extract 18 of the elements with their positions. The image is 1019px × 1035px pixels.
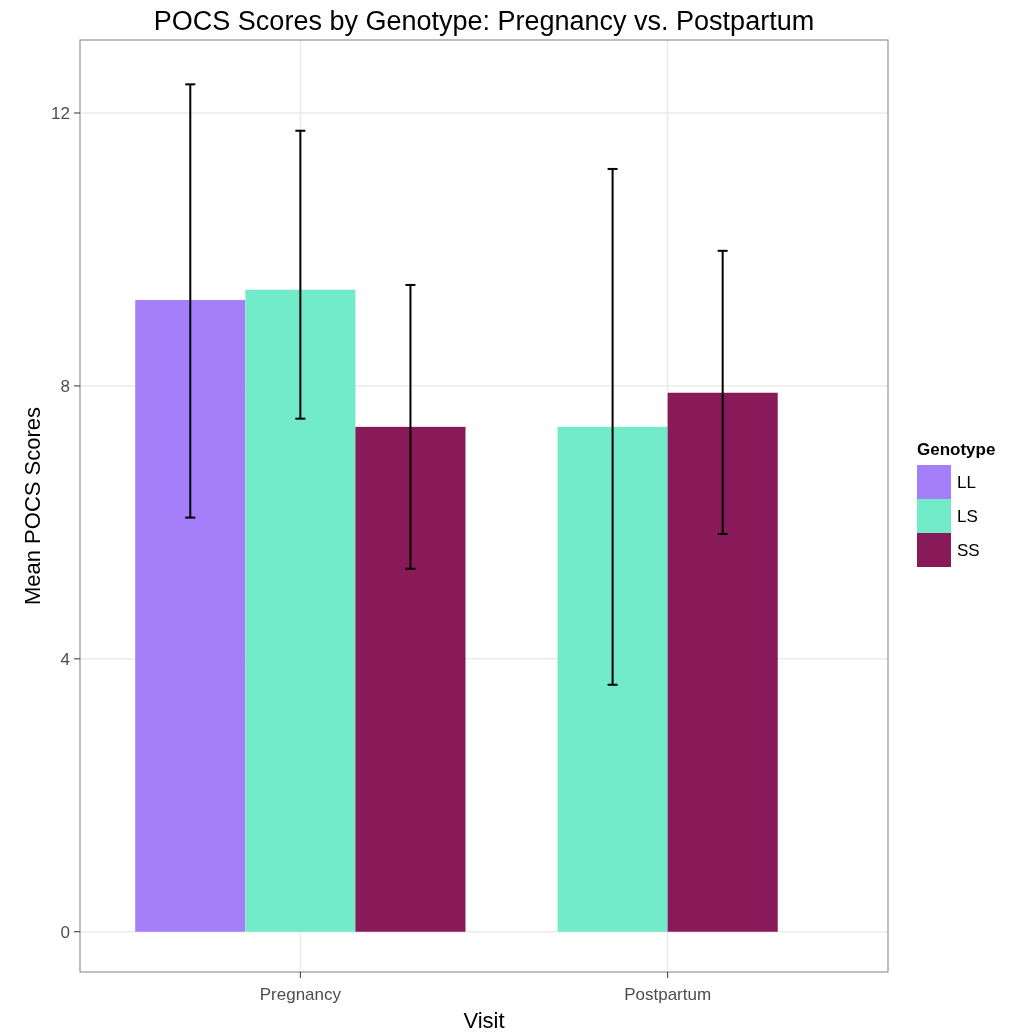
y-tick-label: 4	[60, 649, 70, 669]
y-tick-label: 12	[51, 103, 70, 123]
bar	[355, 426, 466, 932]
chart-title: POCS Scores by Genotype: Pregnancy vs. Postpartum	[153, 6, 815, 36]
bar	[245, 289, 356, 932]
bar	[667, 392, 778, 932]
x-axis-title: Visit	[463, 1008, 505, 1033]
y-tick-label: 0	[60, 922, 70, 942]
legend-label: LL	[957, 472, 976, 492]
legend-title: Genotype	[917, 440, 996, 459]
x-tick-label: Postpartum	[624, 985, 712, 1004]
legend-label: SS	[957, 540, 980, 560]
x-tick-label: Pregnancy	[259, 985, 342, 1004]
legend-label: LS	[957, 506, 978, 526]
y-tick-label: 8	[60, 376, 70, 396]
y-axis-title: Mean POCS Scores	[20, 406, 45, 606]
bar	[557, 426, 668, 932]
bar	[135, 299, 246, 932]
